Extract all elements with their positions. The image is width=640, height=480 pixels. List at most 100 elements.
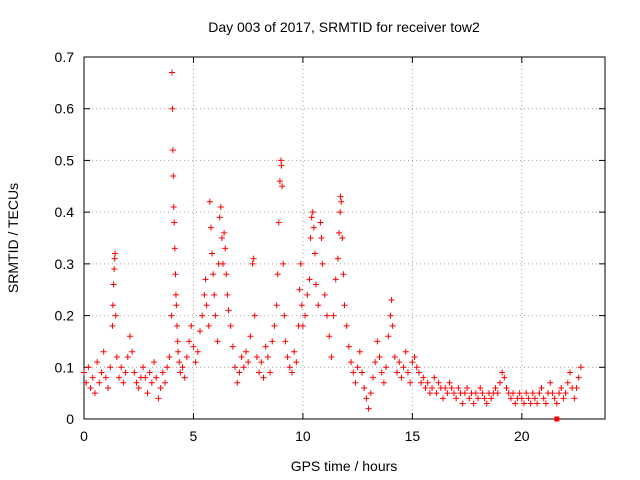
data-point — [536, 390, 543, 397]
data-point — [297, 260, 304, 267]
data-point — [81, 369, 87, 376]
y-tick-label: 0.1 — [55, 359, 75, 375]
data-point — [161, 379, 168, 386]
data-point — [429, 384, 436, 391]
data-point — [440, 395, 447, 402]
data-point — [173, 302, 180, 309]
data-point — [83, 379, 90, 386]
data-point — [172, 291, 179, 298]
data-point — [298, 302, 305, 309]
data-point — [501, 374, 508, 381]
data-point — [350, 369, 357, 376]
data-point — [205, 322, 212, 329]
data-point — [175, 348, 182, 355]
data-point — [420, 374, 427, 381]
data-point — [450, 390, 457, 397]
grid-layer — [84, 57, 605, 419]
data-point — [573, 384, 580, 391]
data-point — [396, 359, 403, 366]
data-point — [249, 260, 256, 267]
data-point — [444, 390, 451, 397]
data-point — [245, 359, 252, 366]
data-point — [202, 276, 209, 283]
x-tick-label: 5 — [190, 428, 198, 444]
data-point — [571, 395, 578, 402]
data-point — [466, 395, 473, 402]
data-point — [477, 384, 484, 391]
data-point — [341, 302, 348, 309]
data-point — [313, 281, 320, 288]
data-point — [336, 229, 343, 236]
data-point — [422, 384, 429, 391]
data-point — [542, 400, 549, 407]
data-point — [126, 333, 133, 340]
data-point — [284, 353, 291, 360]
data-point — [455, 384, 462, 391]
data-point — [374, 338, 381, 345]
data-point — [435, 379, 442, 386]
data-point — [166, 353, 173, 360]
data-point — [492, 384, 499, 391]
data-point — [402, 348, 409, 355]
data-point — [499, 369, 506, 376]
data-point — [170, 203, 177, 210]
data-point — [562, 390, 569, 397]
data-point — [321, 291, 328, 298]
data-point — [328, 353, 335, 360]
data-point — [281, 312, 288, 319]
data-point — [179, 364, 186, 371]
data-point — [271, 322, 278, 329]
data-point — [547, 379, 554, 386]
data-point — [308, 214, 315, 221]
data-point — [433, 390, 440, 397]
data-point — [273, 302, 280, 309]
data-point — [516, 390, 523, 397]
data-point — [479, 390, 486, 397]
data-point — [317, 219, 324, 226]
data-point — [507, 395, 514, 402]
data-point — [288, 369, 295, 376]
data-point — [262, 343, 269, 350]
data-point — [197, 328, 204, 335]
data-point — [431, 374, 438, 381]
data-point — [459, 400, 466, 407]
data-point — [553, 400, 560, 407]
data-point — [575, 374, 582, 381]
plot-frame — [83, 56, 606, 420]
data-point — [345, 343, 352, 350]
data-point — [534, 400, 541, 407]
data-point — [338, 198, 345, 205]
data-point — [296, 286, 303, 293]
data-point — [181, 374, 188, 381]
data-point — [337, 209, 344, 216]
data-point — [251, 312, 258, 319]
data-point — [227, 322, 234, 329]
data-point — [250, 255, 257, 262]
data-point — [111, 266, 118, 273]
data-point — [404, 369, 411, 376]
data-point — [566, 369, 573, 376]
data-point — [363, 395, 370, 402]
data-point — [282, 338, 289, 345]
data-point — [169, 69, 176, 76]
data-point — [118, 364, 125, 371]
data-point — [276, 178, 283, 185]
data-point — [315, 302, 322, 309]
data-point — [159, 369, 166, 376]
data-point — [135, 384, 142, 391]
data-point — [470, 400, 477, 407]
data-point — [109, 322, 116, 329]
data-point — [291, 348, 298, 355]
data-point — [183, 353, 190, 360]
data-point — [109, 302, 116, 309]
data-point — [142, 374, 149, 381]
data-point — [153, 374, 160, 381]
data-point-outlier — [554, 416, 560, 422]
data-point — [209, 250, 216, 257]
data-point — [549, 390, 556, 397]
data-point — [144, 390, 151, 397]
data-point — [472, 390, 479, 397]
data-point — [398, 374, 405, 381]
data-point — [560, 395, 567, 402]
